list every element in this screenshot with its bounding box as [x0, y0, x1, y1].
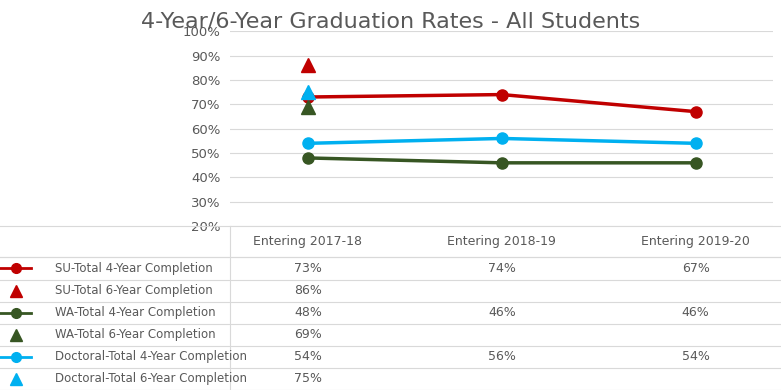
Text: 75%: 75%: [294, 372, 322, 385]
Text: WA-Total 4-Year Completion: WA-Total 4-Year Completion: [55, 306, 216, 319]
Text: 67%: 67%: [682, 262, 710, 275]
Text: Doctoral-Total 6-Year Completion: Doctoral-Total 6-Year Completion: [55, 372, 247, 385]
Text: SU-Total 4-Year Completion: SU-Total 4-Year Completion: [55, 262, 212, 275]
Text: 48%: 48%: [294, 306, 322, 319]
Text: Entering 2019-20: Entering 2019-20: [641, 235, 750, 248]
Text: Entering 2018-19: Entering 2018-19: [448, 235, 556, 248]
Text: 73%: 73%: [294, 262, 322, 275]
Text: 69%: 69%: [294, 328, 322, 341]
Text: 54%: 54%: [682, 350, 710, 363]
Text: 46%: 46%: [682, 306, 709, 319]
Text: 46%: 46%: [488, 306, 515, 319]
Text: Entering 2017-18: Entering 2017-18: [254, 235, 362, 248]
Text: 4-Year/6-Year Graduation Rates - All Students: 4-Year/6-Year Graduation Rates - All Stu…: [141, 12, 640, 32]
Text: 74%: 74%: [488, 262, 515, 275]
Text: Doctoral-Total 4-Year Completion: Doctoral-Total 4-Year Completion: [55, 350, 247, 363]
Text: 56%: 56%: [488, 350, 515, 363]
Text: SU-Total 6-Year Completion: SU-Total 6-Year Completion: [55, 284, 212, 297]
Text: 54%: 54%: [294, 350, 322, 363]
Text: 86%: 86%: [294, 284, 322, 297]
Text: WA-Total 6-Year Completion: WA-Total 6-Year Completion: [55, 328, 216, 341]
